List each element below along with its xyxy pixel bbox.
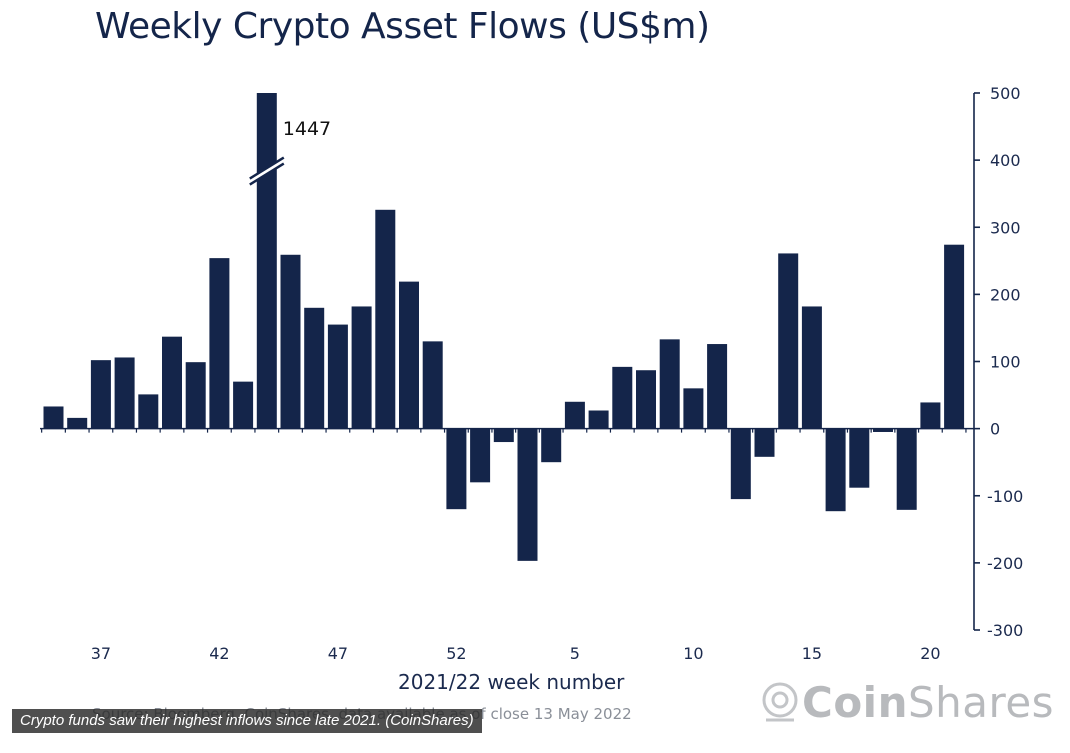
bar: [825, 428, 846, 512]
y-tick-label: -100: [987, 487, 1023, 506]
x-tick-label: 10: [683, 644, 703, 660]
bar: [446, 428, 467, 510]
bar-chart: 500 400 300 200 100 0 -100 -200 -300 37 42 47 52 5 10…: [40, 84, 1023, 660]
bar: [873, 428, 893, 432]
bar: [256, 93, 277, 429]
bar: [233, 381, 254, 429]
bar: [896, 428, 917, 510]
bar: [470, 428, 491, 483]
bar: [849, 428, 870, 488]
annotation-group: 1447: [249, 118, 331, 186]
y-tick-label: -200: [987, 554, 1023, 573]
bar: [588, 410, 609, 429]
bar: [636, 370, 656, 429]
axis-break-line: [249, 156, 285, 180]
y-tick-label: 400: [990, 151, 1021, 170]
bar: [67, 417, 88, 429]
bar: [517, 428, 538, 561]
bar: [493, 428, 514, 443]
x-axis-label: 2021/22 week number: [398, 670, 625, 694]
bar: [659, 339, 680, 429]
x-tick-label: 42: [209, 644, 229, 660]
y-axis: 500 400 300 200 100 0 -100 -200 -300: [973, 84, 1023, 640]
y-tick-label: 300: [990, 218, 1021, 237]
x-axis: 37 42 47 52 5 10 15 20: [40, 427, 974, 660]
y-tick-label: 500: [990, 84, 1021, 103]
bar: [209, 258, 230, 429]
bar: [280, 254, 301, 429]
bar: [944, 244, 965, 429]
chart-title: Weekly Crypto Asset Flows (US$m): [95, 6, 710, 47]
coinshares-logo-text: CoinShares: [802, 678, 1055, 727]
bar: [162, 336, 182, 429]
bar: [43, 406, 64, 429]
bar: [422, 341, 443, 429]
y-tick-label: -300: [987, 621, 1023, 640]
y-tick-label: 200: [990, 285, 1021, 304]
bar: [612, 366, 633, 429]
bars-group: [43, 93, 965, 561]
bar: [375, 209, 396, 429]
x-tick-label: 20: [920, 644, 940, 660]
bar: [541, 428, 562, 463]
bar: [327, 324, 348, 429]
bar: [707, 344, 728, 429]
bar: [138, 394, 159, 429]
x-tick-label: 15: [802, 644, 822, 660]
axis-break-line: [249, 162, 285, 186]
image-caption: Crypto funds saw their highest inflows s…: [12, 709, 482, 733]
bar: [801, 306, 822, 429]
bar: [730, 428, 751, 500]
coinshares-logo-icon: [762, 682, 798, 721]
y-tick-label: 100: [990, 353, 1021, 372]
bar: [564, 401, 585, 429]
x-tick-label: 52: [446, 644, 466, 660]
bar: [920, 402, 941, 429]
bar: [778, 253, 799, 429]
x-tick-label: 37: [91, 644, 111, 660]
bar: [683, 388, 704, 429]
bar: [90, 360, 111, 429]
bar: [114, 357, 135, 429]
bar: [185, 362, 206, 429]
bar: [351, 306, 372, 429]
y-tick-label: 0: [990, 420, 1000, 439]
bar: [399, 281, 419, 429]
annotation-label: 1447: [283, 118, 331, 140]
coinshares-logo: CoinShares: [760, 678, 1054, 727]
bar: [304, 307, 325, 429]
x-tick-label: 5: [570, 644, 580, 660]
x-tick-label: 47: [328, 644, 348, 660]
bar: [754, 428, 775, 457]
